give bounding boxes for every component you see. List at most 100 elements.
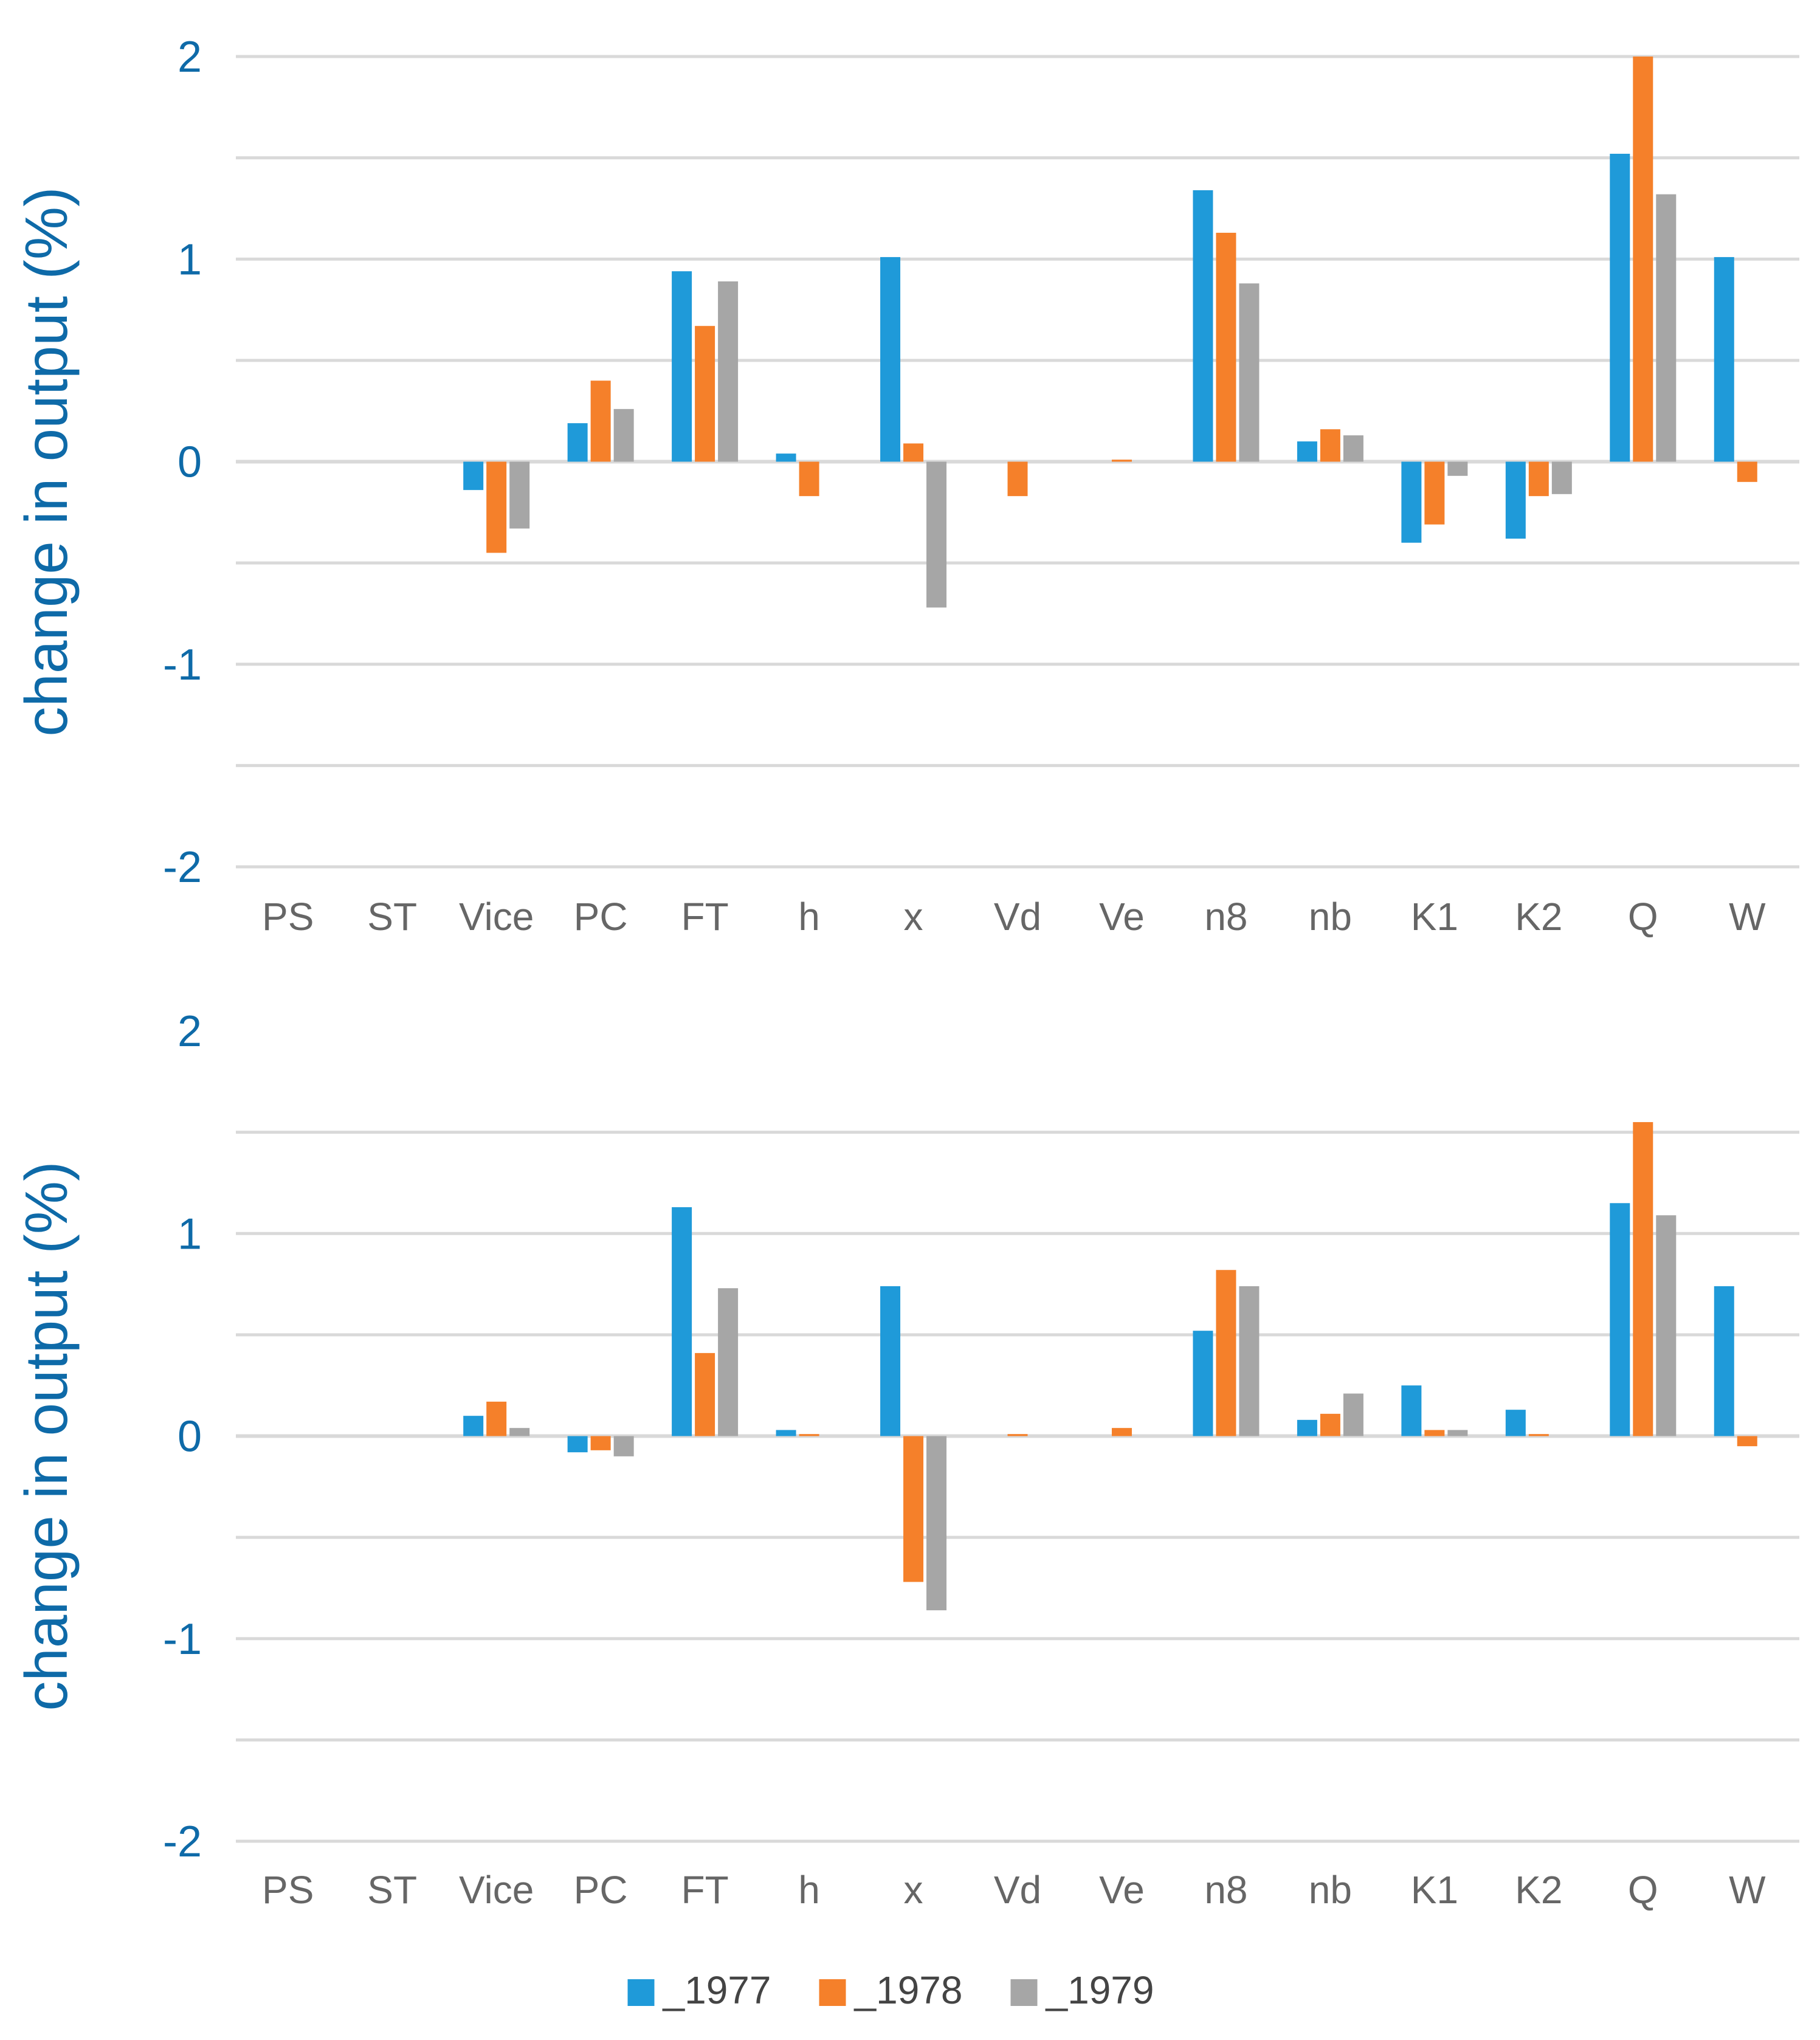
bar-1979-n8 xyxy=(1239,1286,1260,1436)
y-tick-label: 2 xyxy=(178,33,202,81)
bar-1978-Ve xyxy=(1111,1428,1132,1436)
x-tick-label: h xyxy=(798,1868,820,1912)
y-tick-label: 0 xyxy=(178,438,202,487)
x-tick-label: FT xyxy=(681,1868,729,1912)
x-tick-label: PC xyxy=(574,1868,628,1912)
x-tick-label: ST xyxy=(367,1868,417,1912)
bar-1978-n8 xyxy=(1216,1270,1236,1436)
bar-1978-Ve xyxy=(1111,460,1132,462)
bar-1979-nb xyxy=(1343,435,1363,462)
bar-1979-K2 xyxy=(1551,461,1572,494)
x-tick-label: Vice xyxy=(459,895,534,939)
bar-1977-nb xyxy=(1297,441,1317,462)
bar-1978-nb xyxy=(1320,1413,1340,1436)
bar-1978-nb xyxy=(1320,429,1340,462)
x-tick-label: n8 xyxy=(1204,1868,1247,1912)
bar-1978-x xyxy=(903,443,924,462)
bar-1979-x xyxy=(926,461,947,608)
bottom-chart-panel: 2 1 0 -1 -2 change in output (%) PS ST Vice PC FT h… xyxy=(13,1007,1799,1912)
bar-1978-Vd xyxy=(1007,461,1028,497)
bar-1978-x xyxy=(903,1436,924,1582)
x-tick-label: W xyxy=(1729,1868,1766,1912)
bar-1979-FT xyxy=(718,1288,739,1436)
bar-1977-x xyxy=(880,1286,901,1436)
bar-1977-PC xyxy=(567,423,588,462)
legend-swatch-1977 xyxy=(627,1979,655,2006)
y-tick-label: -1 xyxy=(163,641,202,689)
x-tick-label: Vice xyxy=(459,1868,534,1912)
bar-1979-x xyxy=(926,1436,947,1611)
bar-1978-h xyxy=(799,1434,819,1436)
x-tick-label: Ve xyxy=(1099,895,1145,939)
bar-1977-K2 xyxy=(1505,1410,1526,1436)
bar-1979-Q xyxy=(1656,194,1677,462)
x-tick-label: K2 xyxy=(1515,1868,1562,1912)
legend-label: _1978 xyxy=(854,1968,963,2012)
y-tick-label: 1 xyxy=(178,1210,202,1258)
bar-1977-W xyxy=(1714,257,1734,462)
x-tick-label: FT xyxy=(681,895,729,939)
bar-1978-W xyxy=(1737,1436,1757,1447)
bar-1977-n8 xyxy=(1193,190,1213,462)
bar-1977-n8 xyxy=(1193,1331,1213,1436)
legend-swatch-1978 xyxy=(819,1979,846,2006)
bar-1978-Q xyxy=(1633,1122,1653,1436)
x-tick-label: nb xyxy=(1309,895,1352,939)
x-tick-label: Vd xyxy=(994,1868,1041,1912)
x-tick-label: PS xyxy=(262,895,314,939)
bar-1978-K1 xyxy=(1424,1430,1445,1436)
bar-1978-Vd xyxy=(1007,1434,1028,1436)
y-tick-label: 2 xyxy=(178,1007,202,1056)
bar-1979-nb xyxy=(1343,1393,1363,1436)
bar-1978-h xyxy=(799,461,819,497)
bar-1977-K1 xyxy=(1401,461,1422,543)
bar-1979-Vice xyxy=(509,461,530,529)
bar-1978-Q xyxy=(1633,57,1653,462)
bar-1978-PC xyxy=(590,1436,611,1450)
bar-1979-Q xyxy=(1656,1215,1677,1436)
x-tick-label: x xyxy=(904,895,923,939)
bar-1977-K2 xyxy=(1505,461,1526,539)
y-axis-title: change in output (%) xyxy=(13,187,80,736)
legend-label: _1979 xyxy=(1046,1968,1154,2012)
bar-1977-Vice xyxy=(463,461,484,491)
bar-1979-K1 xyxy=(1447,1430,1468,1436)
bar-1979-PC xyxy=(613,408,634,462)
bar-1977-h xyxy=(776,453,796,462)
bar-1978-K2 xyxy=(1528,1434,1549,1436)
bar-1978-Vice xyxy=(486,1401,507,1436)
x-tick-label: x xyxy=(904,1868,923,1912)
legend-label: _1977 xyxy=(663,1968,771,2012)
x-tick-label: nb xyxy=(1309,1868,1352,1912)
y-axis-title: change in output (%) xyxy=(13,1161,80,1711)
bar-1978-FT xyxy=(695,1353,715,1436)
x-tick-label: h xyxy=(798,895,820,939)
x-tick-label: ST xyxy=(367,895,417,939)
bar-1977-Vice xyxy=(463,1416,484,1436)
bar-1977-K1 xyxy=(1401,1385,1422,1436)
bar-1977-Q xyxy=(1610,1203,1630,1436)
bar-1979-n8 xyxy=(1239,283,1260,462)
y-tick-label: 1 xyxy=(178,235,202,284)
x-tick-label: n8 xyxy=(1204,895,1247,939)
x-tick-label: Vd xyxy=(994,895,1041,939)
x-tick-label: K1 xyxy=(1411,895,1458,939)
bar-1977-h xyxy=(776,1430,796,1436)
legend-swatch-1979 xyxy=(1010,1979,1038,2006)
x-tick-label: PS xyxy=(262,1868,314,1912)
bar-1977-Q xyxy=(1610,153,1630,462)
y-tick-label: -2 xyxy=(163,1818,202,1866)
bar-1978-K1 xyxy=(1424,461,1445,525)
y-tick-label: -2 xyxy=(163,843,202,892)
y-tick-label: -1 xyxy=(163,1615,202,1664)
bar-1978-n8 xyxy=(1216,232,1236,462)
bar-1979-PC xyxy=(613,1436,634,1456)
x-tick-label: W xyxy=(1729,895,1766,939)
bar-1977-x xyxy=(880,257,901,462)
x-tick-label: Q xyxy=(1628,895,1658,939)
x-tick-label: PC xyxy=(574,895,628,939)
bar-1978-W xyxy=(1737,461,1757,482)
bar-1979-Vice xyxy=(509,1428,530,1436)
bar-1977-FT xyxy=(672,1207,692,1436)
